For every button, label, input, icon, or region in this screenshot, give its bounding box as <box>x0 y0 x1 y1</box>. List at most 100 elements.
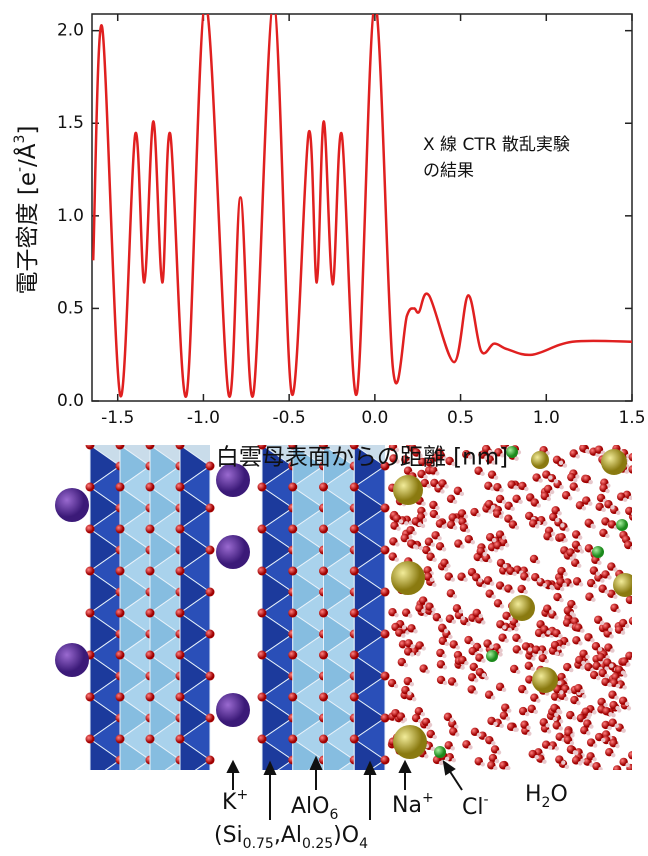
water-hydrogen <box>396 526 400 530</box>
water-hydrogen <box>621 631 625 635</box>
oxygen <box>146 567 155 576</box>
label-part: O <box>550 782 567 807</box>
water-hydrogen <box>578 761 582 765</box>
water-hydrogen <box>446 564 450 568</box>
oxygen <box>206 588 215 597</box>
oxygen <box>176 609 185 618</box>
sodium <box>391 561 425 595</box>
water-hydrogen <box>442 654 446 658</box>
water-hydrogen <box>536 698 540 702</box>
water-hydrogen <box>491 696 495 700</box>
water-hydrogen <box>576 454 580 458</box>
label-part: )O <box>333 823 359 848</box>
oxygen <box>350 483 359 492</box>
water-hydrogen <box>565 527 569 531</box>
water-hydrogen <box>526 577 530 581</box>
water-hydrogen <box>635 517 639 521</box>
water-hydrogen <box>536 560 540 564</box>
oxygen <box>381 546 390 555</box>
oxygen <box>350 567 359 576</box>
water-hydrogen <box>585 655 589 659</box>
water-hydrogen <box>546 723 550 727</box>
label-na: Na+ <box>392 790 434 818</box>
water-hydrogen <box>442 547 446 551</box>
water-hydrogen <box>535 524 539 528</box>
water-hydrogen <box>526 726 530 730</box>
water-hydrogen <box>443 681 447 685</box>
water-hydrogen <box>479 614 483 618</box>
water-hydrogen <box>524 690 528 694</box>
water-hydrogen <box>410 644 414 648</box>
water-hydrogen <box>519 650 523 654</box>
arrow <box>449 770 462 790</box>
water-hydrogen <box>588 712 592 716</box>
water-hydrogen <box>549 537 553 541</box>
label-part: - <box>483 792 488 808</box>
y-label-part: 電子密度 [e <box>15 172 41 294</box>
water-hydrogen <box>483 552 487 556</box>
water-hydrogen <box>413 629 417 633</box>
water-hydrogen <box>504 638 508 642</box>
oxygen <box>258 735 267 744</box>
water-hydrogen <box>463 578 467 582</box>
water-hydrogen <box>555 651 559 655</box>
water-hydrogen <box>542 760 546 764</box>
annotation: の結果 <box>423 161 474 181</box>
label-cl: Cl- <box>462 792 489 820</box>
water-hydrogen <box>591 524 595 528</box>
label-part: 0.75 <box>243 836 274 852</box>
water-hydrogen <box>437 536 441 540</box>
water-hydrogen <box>499 515 503 519</box>
water-hydrogen <box>623 498 627 502</box>
oxygen <box>206 714 215 723</box>
y-axis-label: 電子密度 [e-/Å3] <box>12 126 41 295</box>
sodium <box>601 449 627 475</box>
water-hydrogen <box>408 613 412 617</box>
water-hydrogen <box>559 652 563 656</box>
water-hydrogen <box>466 529 470 533</box>
water-hydrogen <box>610 505 614 509</box>
water-hydrogen <box>566 642 570 646</box>
water-hydrogen <box>613 595 617 599</box>
water-hydrogen <box>547 729 551 733</box>
oxygen <box>319 651 328 660</box>
water-hydrogen <box>488 559 492 563</box>
water-hydrogen <box>596 676 600 680</box>
water-hydrogen <box>557 511 561 515</box>
water-hydrogen <box>436 515 440 519</box>
water-hydrogen <box>559 726 563 730</box>
water-hydrogen <box>505 766 509 770</box>
water-hydrogen <box>543 583 547 587</box>
water-hydrogen <box>616 511 620 515</box>
water-hydrogen <box>564 697 568 701</box>
water-hydrogen <box>585 449 589 453</box>
water-hydrogen <box>634 583 638 587</box>
water-hydrogen <box>592 710 596 714</box>
water-hydrogen <box>495 759 499 763</box>
y-label-part: ] <box>15 126 41 135</box>
water-hydrogen <box>619 770 623 774</box>
potassium <box>55 643 89 677</box>
water-hydrogen <box>502 688 506 692</box>
water-oxygen <box>628 751 636 759</box>
water-hydrogen <box>578 641 582 645</box>
water-hydrogen <box>413 544 417 548</box>
sodium <box>393 475 423 505</box>
water-oxygen <box>626 596 634 604</box>
oxygen <box>176 735 185 744</box>
water-hydrogen <box>498 652 502 656</box>
label-k: K+ <box>222 787 248 815</box>
water-hydrogen <box>412 531 416 535</box>
water-hydrogen <box>432 583 436 587</box>
water-hydrogen <box>601 508 605 512</box>
water-hydrogen <box>499 488 503 492</box>
water-hydrogen <box>609 634 613 638</box>
water-hydrogen <box>435 506 439 510</box>
water-hydrogen <box>473 690 477 694</box>
y-tick-label: 1.0 <box>57 206 84 226</box>
water-hydrogen <box>634 756 638 760</box>
water-hydrogen <box>631 512 635 516</box>
water-hydrogen <box>535 755 539 759</box>
oxygen <box>350 651 359 660</box>
water-hydrogen <box>616 609 620 613</box>
